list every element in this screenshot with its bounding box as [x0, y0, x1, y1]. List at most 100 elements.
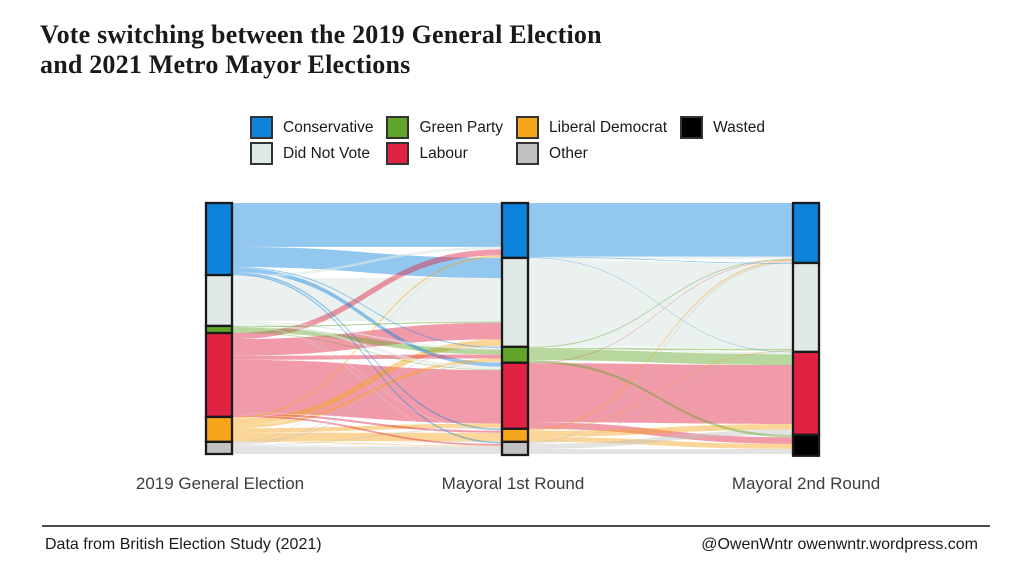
- flow-ribbon: [232, 267, 502, 348]
- legend-column: Liberal Democrat Other: [516, 116, 667, 165]
- flow-ribbon: [528, 424, 793, 437]
- flow-ribbon: [528, 256, 793, 264]
- node-bar-wasted: [791, 433, 821, 457]
- chart-title: Vote switching between the 2019 General …: [40, 20, 602, 80]
- flow-ribbon: [528, 260, 793, 431]
- flow-ribbon: [232, 322, 502, 356]
- node-bar-labour: [791, 350, 821, 436]
- flow-ribbon: [232, 441, 502, 447]
- node-bar-conservative: [500, 201, 530, 260]
- legend-item-other: Other: [516, 142, 667, 165]
- node-bar-did-not-vote: [204, 273, 234, 328]
- node-bar-other: [204, 440, 234, 456]
- flow-ribbon: [232, 320, 502, 350]
- liberal-democrat-swatch-icon: [516, 116, 540, 139]
- node-bar-did-not-vote: [500, 256, 530, 349]
- flow-ribbon: [232, 249, 502, 340]
- node-bar-did-not-vote: [791, 261, 821, 354]
- flow-ribbon: [232, 246, 502, 278]
- other-swatch-icon: [516, 142, 540, 165]
- node-bar-liberal-democrat: [204, 415, 234, 444]
- node-bar-labour: [500, 361, 530, 430]
- flow-ribbon: [232, 432, 502, 442]
- flow-ribbon: [232, 358, 502, 429]
- flow-ribbon: [528, 347, 793, 351]
- flow-ribbons: [232, 203, 793, 454]
- flow-ribbon: [528, 349, 793, 366]
- legend-item-conservative: Conservative: [250, 116, 373, 139]
- flow-ribbon: [232, 354, 502, 360]
- flow-ribbon: [232, 446, 502, 454]
- flow-ribbon: [232, 272, 502, 431]
- legend-label: Liberal Democrat: [549, 118, 668, 136]
- footer-source-text: Data from British Election Study (2021): [45, 536, 322, 553]
- node-bar-green-party: [500, 345, 530, 364]
- flow-ribbon: [232, 332, 502, 371]
- flow-ribbon: [528, 261, 793, 444]
- flow-ribbon: [232, 441, 502, 447]
- legend-item-wasted: Wasted: [680, 116, 765, 139]
- legend-label: Labour: [419, 144, 468, 162]
- legend-label: Green Party: [419, 118, 504, 136]
- flow-ribbon: [232, 427, 502, 446]
- did-not-vote-swatch-icon: [250, 142, 273, 165]
- flow-ribbon: [232, 203, 502, 247]
- legend-column: Green Party Labour: [386, 116, 503, 165]
- flow-ribbon: [232, 415, 502, 446]
- flow-ribbon: [232, 277, 502, 322]
- green-party-swatch-icon: [386, 116, 410, 139]
- flow-ribbon: [528, 351, 793, 444]
- flow-ribbon: [528, 256, 793, 260]
- flow-ribbon: [528, 360, 793, 438]
- legend-label: Did Not Vote: [283, 144, 371, 162]
- stratum-bars: [204, 201, 821, 457]
- flow-ribbon: [528, 259, 793, 364]
- flow-ribbon: [232, 321, 502, 328]
- footer-divider: [42, 525, 990, 527]
- legend-item-did-not-vote: Did Not Vote: [250, 142, 373, 165]
- flow-ribbon: [232, 413, 502, 433]
- legend-column: Conservative Did Not Vote: [250, 116, 373, 165]
- wasted-swatch-icon: [680, 116, 704, 139]
- legend-column: Wasted: [680, 116, 765, 139]
- flow-ribbon: [232, 273, 502, 444]
- flow-ribbon: [232, 361, 502, 445]
- legend: Conservative Did Not Vote Green Party La…: [250, 116, 765, 165]
- flow-ribbon: [528, 203, 793, 257]
- flow-ribbon: [232, 423, 502, 433]
- flow-ribbon: [528, 422, 793, 444]
- flow-ribbon: [528, 259, 793, 349]
- axis-label-2019-general-election: 2019 General Election: [135, 474, 305, 493]
- flow-ribbon: [232, 255, 502, 419]
- flow-ribbon: [232, 359, 502, 424]
- legend-label: Other: [549, 144, 588, 162]
- flow-ribbon: [528, 258, 793, 348]
- axis-label-mayoral-2nd-round: Mayoral 2nd Round: [731, 474, 881, 493]
- labour-swatch-icon: [386, 142, 410, 165]
- conservative-swatch-icon: [250, 116, 273, 139]
- node-bar-conservative: [791, 201, 821, 265]
- node-bar-labour: [204, 331, 234, 419]
- flow-ribbon: [232, 322, 502, 370]
- flow-ribbon: [232, 324, 502, 431]
- legend-label: Wasted: [713, 118, 766, 136]
- chart-title-line2: and 2021 Metro Mayor Elections: [40, 50, 411, 79]
- flow-ribbon: [528, 448, 793, 454]
- flow-ribbon: [232, 268, 502, 367]
- footer-credit-text: @OwenWntr owenwntr.wordpress.com: [701, 536, 978, 553]
- flow-ribbon: [528, 257, 793, 353]
- flow-ribbon: [232, 327, 502, 355]
- legend-label: Conservative: [283, 118, 374, 136]
- legend-item-labour: Labour: [386, 142, 503, 165]
- flow-ribbon: [528, 436, 793, 449]
- flow-ribbon: [232, 345, 502, 444]
- legend-item-liberal-democrat: Liberal Democrat: [516, 116, 667, 139]
- flow-ribbon: [232, 257, 502, 443]
- node-bar-conservative: [204, 201, 234, 277]
- legend-item-green-party: Green Party: [386, 116, 503, 139]
- flow-ribbon: [232, 339, 502, 426]
- node-bar-liberal-democrat: [500, 427, 530, 444]
- chart-title-line1: Vote switching between the 2019 General …: [40, 20, 602, 49]
